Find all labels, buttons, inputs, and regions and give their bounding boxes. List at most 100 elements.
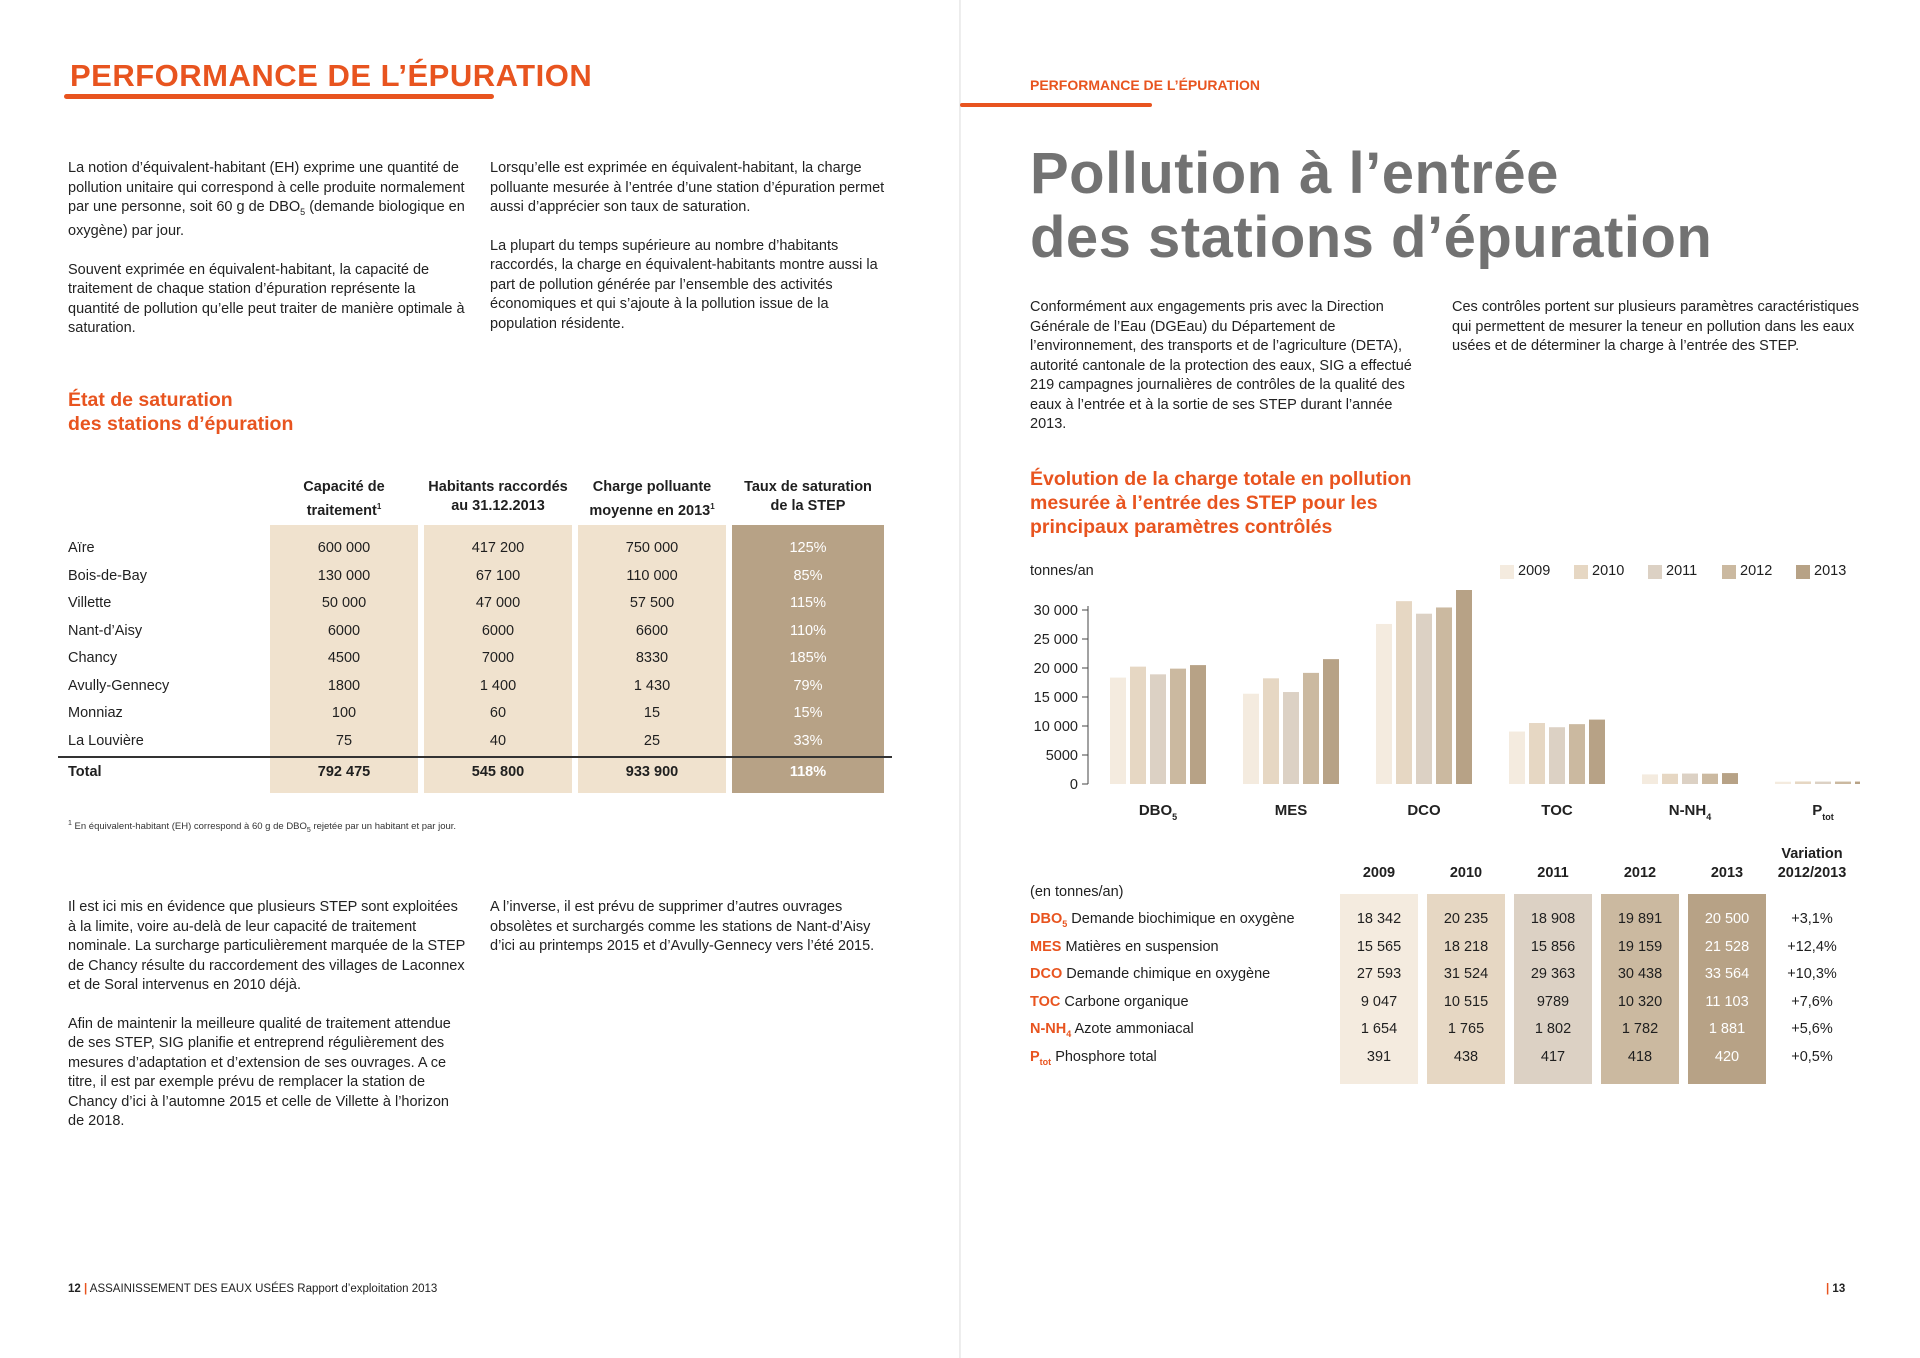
legend-label: 2011 <box>1666 563 1698 579</box>
variation-cell: +5,6% <box>1791 1021 1833 1037</box>
data-cell: 438 <box>1453 1048 1479 1065</box>
table-column-bg-charge <box>578 525 726 793</box>
y-tick-label: 25 000 <box>1034 632 1078 648</box>
table-cell: 125% <box>789 540 827 556</box>
data-row-label: N-NH4 Azote ammoniacal <box>1030 1021 1194 1039</box>
table-column-bg-saturation <box>732 525 884 793</box>
data-table-column-bg <box>1688 894 1766 1084</box>
year-header: 2011 <box>1537 865 1569 881</box>
right-intro-column-1: Conformément aux engagements pris avec l… <box>1030 299 1412 432</box>
variation-header: Variation 2012/2013 <box>1777 846 1847 881</box>
y-tick-label: 10 000 <box>1034 719 1078 735</box>
table-cell: 4500 <box>327 650 361 666</box>
bar-dbo-2009 <box>1110 677 1126 784</box>
bar-dco-2013 <box>1456 590 1472 784</box>
bar-dco-2009 <box>1376 623 1392 784</box>
right-intro-column-2: Ces contrôles portent sur plusieurs para… <box>1452 299 1859 354</box>
data-cell: 9 047 <box>1360 993 1398 1010</box>
table-row-label: Avully-Gennecy <box>68 677 170 694</box>
bar-toc-2013 <box>1589 719 1605 784</box>
table-cell: 75 <box>335 732 353 749</box>
left-footer: 12 | ASSAINISSEMENT DES EAUX USÉES Rappo… <box>68 1283 438 1295</box>
x-category-label: N-NH4 <box>1669 802 1712 822</box>
data-row-label: TOC Carbone organique <box>1030 993 1189 1010</box>
table-row-label: Aïre <box>68 540 95 556</box>
y-tick-label: 30 000 <box>1034 603 1078 619</box>
data-cell: 1 802 <box>1534 1021 1572 1037</box>
data-cell: 1 765 <box>1447 1021 1485 1037</box>
table-cell: 110 000 <box>626 567 678 584</box>
data-cell: 19 159 <box>1617 938 1663 955</box>
variation-cell: +10,3% <box>1787 966 1837 982</box>
data-cell: 18 342 <box>1356 911 1402 927</box>
x-category-label: DCO <box>1407 802 1441 819</box>
data-cell: 417 <box>1540 1048 1566 1065</box>
bar-n-nh-2013 <box>1722 773 1738 784</box>
intro-column-2: Lorsqu’elle est exprimée en équivalent-h… <box>490 159 890 353</box>
bar-toc-2011 <box>1549 727 1565 784</box>
chart-title: Évolution de la charge totale en polluti… <box>1030 468 1412 538</box>
total-saturation: 118% <box>789 764 827 780</box>
data-cell: 1 881 <box>1708 1021 1746 1037</box>
data-table-column-bg <box>1514 894 1592 1084</box>
legend-label: 2009 <box>1518 563 1551 579</box>
legend-swatch <box>1648 565 1662 579</box>
table-cell: 15 <box>643 705 661 721</box>
bar-dco-2012 <box>1436 607 1452 784</box>
body-paragraph-surcharge: Il est ici mis en évidence que plusieurs… <box>68 899 466 993</box>
bar-dbo-2010 <box>1130 666 1146 784</box>
bar-dco-2011 <box>1416 613 1432 784</box>
variation-cell: +12,4% <box>1787 938 1837 955</box>
table-row-label: Chancy <box>68 650 118 666</box>
data-cell: 391 <box>1366 1048 1392 1065</box>
data-cell: 31 524 <box>1443 966 1489 982</box>
data-table-column-bg <box>1427 894 1505 1084</box>
total-habitants: 545 800 <box>471 764 525 780</box>
x-category-label: TOC <box>1541 802 1573 819</box>
intro-paragraph-eh: La notion d’équivalent-habitant (EH) exp… <box>68 160 465 240</box>
footer-section: ASSAINISSEMENT DES EAUX USÉES <box>89 1283 295 1295</box>
bar-n-nh-2011 <box>1682 773 1698 784</box>
body-paragraph-maintenance: Afin de maintenir la meilleure qualité d… <box>68 1015 451 1130</box>
data-row-label: DCO Demande chimique en oxygène <box>1030 966 1271 982</box>
bar-n-nh-2012 <box>1702 773 1718 784</box>
data-row-label: DBO5 Demande biochimique en oxygène <box>1030 911 1295 929</box>
total-charge: 933 900 <box>625 764 679 780</box>
table-cell: 6600 <box>635 622 669 639</box>
table-cell: 115% <box>789 595 826 611</box>
table-cell: 67 100 <box>475 567 521 584</box>
table-cell: 600 000 <box>317 540 371 556</box>
table-cell: 8330 <box>635 650 669 666</box>
table-cell: 60 <box>489 705 507 721</box>
data-cell: 18 908 <box>1530 911 1576 927</box>
bar-toc-2012 <box>1569 724 1585 784</box>
y-tick-label: 0 <box>1070 777 1078 793</box>
total-row-label: Total <box>68 764 102 780</box>
y-tick-label: 15 000 <box>1034 690 1078 706</box>
intro-paragraph-charge: Lorsqu’elle est exprimée en équivalent-h… <box>490 160 885 215</box>
x-category-label: DBO5 <box>1139 802 1177 822</box>
year-header: 2012 <box>1623 865 1657 881</box>
data-cell: 19 891 <box>1617 911 1663 927</box>
data-cell: 11 103 <box>1705 993 1749 1010</box>
bar-mes-2012 <box>1303 672 1319 784</box>
bar-toc-2009 <box>1509 731 1525 784</box>
left-header-title: PERFORMANCE DE L’ÉPURATION <box>70 58 593 93</box>
total-separator-line <box>58 756 892 758</box>
year-header: 2013 <box>1710 865 1744 881</box>
year-header: 2010 <box>1449 865 1483 881</box>
table-cell: 25 <box>643 732 661 749</box>
table-row-label: Nant-d’Aisy <box>68 622 143 639</box>
bar-mes-2011 <box>1283 692 1299 784</box>
data-cell: 420 <box>1714 1048 1740 1065</box>
table-column-bg-capacity <box>270 525 418 793</box>
legend-swatch <box>1796 565 1810 579</box>
bar-mes-2010 <box>1263 678 1279 784</box>
right-page-number: 13 <box>1832 1283 1846 1295</box>
variation-cell: +3,1% <box>1791 911 1833 927</box>
data-cell: 15 856 <box>1530 938 1576 955</box>
header-capacity: Capacité de traitement1 <box>303 479 385 519</box>
y-tick-label: 20 000 <box>1034 661 1078 677</box>
table-cell: 100 <box>331 705 357 721</box>
table-cell: 6000 <box>327 622 361 639</box>
